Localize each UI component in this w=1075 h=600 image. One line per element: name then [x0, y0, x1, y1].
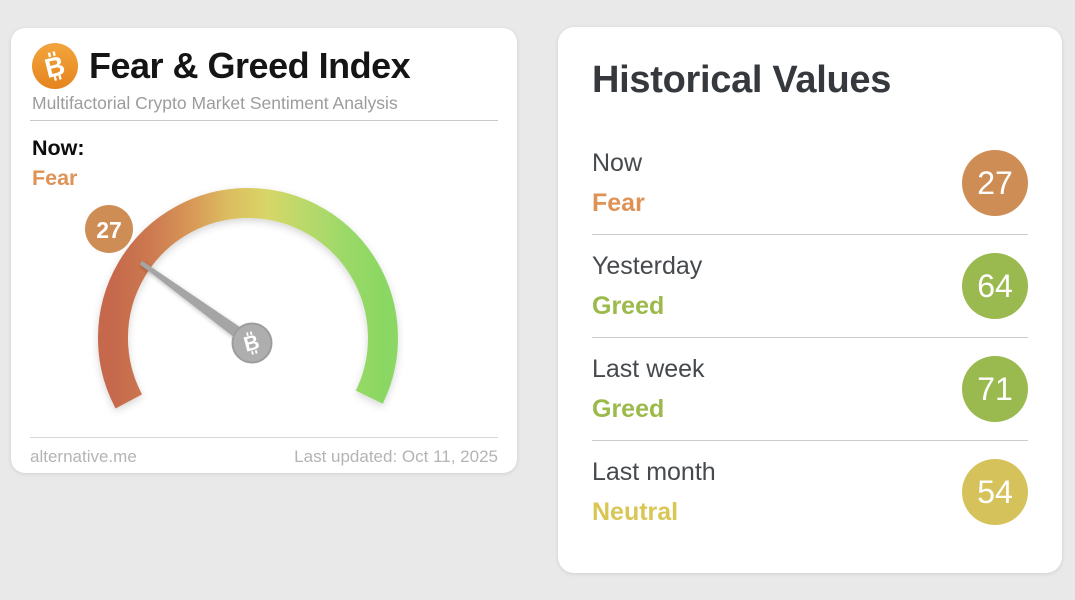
- history-sentiment: Fear: [592, 189, 645, 217]
- index-card-footer: alternative.me Last updated: Oct 11, 202…: [30, 437, 498, 467]
- history-sentiment: Greed: [592, 292, 665, 320]
- historical-values-card: Historical Values Now Fear 27 Yesterday …: [558, 27, 1062, 573]
- historical-title: Historical Values: [592, 59, 892, 101]
- history-row: Last week Greed 71: [592, 337, 1028, 440]
- history-period-label: Yesterday: [592, 252, 703, 280]
- history-sentiment: Neutral: [592, 498, 679, 526]
- history-row: Yesterday Greed 64: [592, 234, 1028, 337]
- last-updated: Last updated: Oct 11, 2025: [294, 447, 498, 466]
- history-value: 64: [977, 267, 1013, 304]
- index-card-header: B Fear & Greed Index: [32, 43, 497, 89]
- history-value-badge: 27: [962, 150, 1028, 216]
- history-row: Now Fear 27: [592, 132, 1028, 234]
- history-value-badge: 54: [962, 459, 1028, 525]
- history-row-text: Yesterday Greed: [592, 252, 702, 320]
- history-row-text: Last week Greed: [592, 355, 705, 423]
- history-period-label: Last month: [592, 458, 716, 486]
- gauge-hub-bitcoin-icon: B: [231, 322, 273, 364]
- gauge-arc: [97, 188, 398, 409]
- history-value: 54: [977, 473, 1013, 510]
- index-subtitle: Multifactorial Crypto Market Sentiment A…: [32, 93, 398, 113]
- history-period-label: Last week: [592, 355, 705, 383]
- now-sentiment: Fear: [32, 166, 78, 190]
- fear-greed-index-card: B Fear & Greed Index Multifactorial Cryp…: [11, 28, 517, 473]
- gauge-chart: B 27: [85, 188, 398, 409]
- history-value: 71: [977, 370, 1013, 407]
- site-link[interactable]: alternative.me: [30, 447, 137, 466]
- svg-text:B: B: [241, 331, 262, 357]
- now-label: Now:: [32, 136, 85, 160]
- history-row: Last month Neutral 54: [592, 440, 1028, 543]
- history-sentiment: Greed: [592, 395, 665, 423]
- bitcoin-icon: B: [32, 43, 78, 89]
- history-value: 27: [977, 164, 1013, 201]
- history-value-badge: 71: [962, 356, 1028, 422]
- history-row-text: Last month Neutral: [592, 458, 716, 526]
- header-divider: [30, 120, 498, 121]
- history-period-label: Now: [592, 149, 643, 177]
- history-row-text: Now Fear: [592, 149, 645, 217]
- historical-rows: Now Fear 27 Yesterday Greed 64 Last week…: [592, 132, 1028, 543]
- history-value-badge: 64: [962, 253, 1028, 319]
- gauge-value-badge: 27: [85, 205, 133, 253]
- index-title: Fear & Greed Index: [89, 45, 411, 86]
- gauge-needle: [139, 260, 256, 349]
- gauge-value: 27: [96, 217, 122, 243]
